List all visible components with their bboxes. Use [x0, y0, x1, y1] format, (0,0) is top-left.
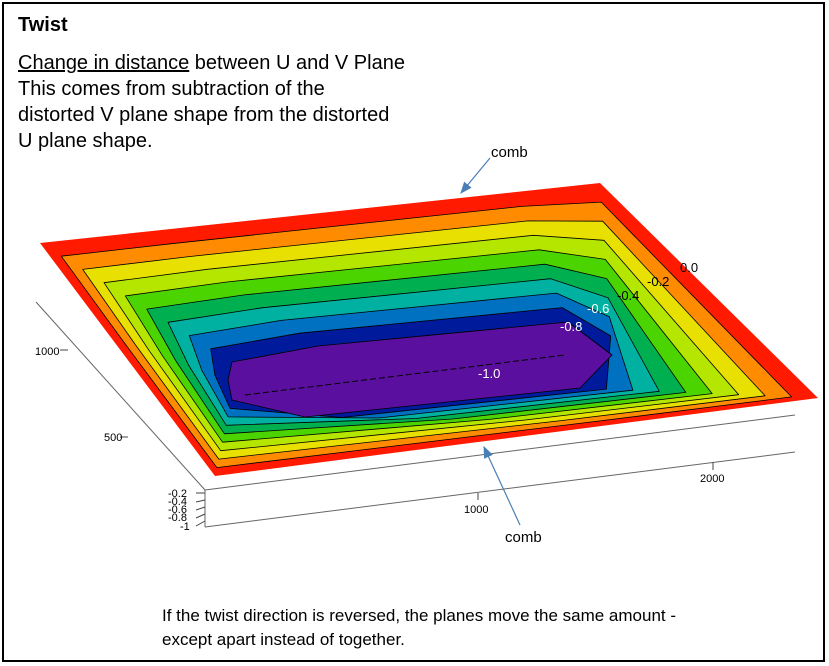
z-axis: -0.2 -0.4 -0.6 -0.8 -1: [168, 488, 206, 533]
contour-label-0: 0.0: [680, 260, 698, 275]
x-axis: 1000 2000: [464, 462, 724, 516]
y-axis: 1000 500: [35, 346, 128, 444]
contour-label-5: -1.0: [478, 366, 500, 381]
description-rest: between U and V Plane: [189, 52, 405, 74]
slide-title: Twist: [18, 14, 68, 36]
contour-label-1: -0.2: [647, 274, 669, 289]
description-line-1: Change in distance between U and V Plane: [18, 50, 448, 76]
description-line-4: U plane shape.: [18, 130, 153, 152]
description-line-2: This comes from subtraction of the: [18, 78, 325, 100]
comb-label-top: comb: [491, 144, 528, 161]
contour-band-9: [227, 321, 613, 418]
footer-line-2: except apart instead of together.: [162, 630, 405, 649]
x-tick-2000: 2000: [700, 473, 724, 485]
footer-text: If the twist direction is reversed, the …: [162, 604, 782, 652]
z-tick-0: -0.2: [168, 488, 187, 500]
footer-line-1: If the twist direction is reversed, the …: [162, 606, 677, 625]
comb-annotation-top: comb: [460, 144, 528, 194]
contour-label-4: -0.8: [560, 319, 582, 334]
axis-frame: [35, 301, 796, 528]
y-tick-1000: 1000: [35, 346, 59, 358]
z-tick-1: -0.4: [168, 496, 187, 508]
contour-labels: 0.0 -0.2 -0.4 -0.6 -0.8 -1.0: [478, 260, 698, 381]
description-line-3: distorted V plane shape from the distort…: [18, 104, 390, 126]
contour-bands: [40, 183, 818, 476]
z-tick-3: -0.8: [168, 512, 187, 524]
description-text: Change in distance between U and V Plane…: [18, 50, 448, 154]
z-tick-4: -1: [180, 521, 190, 533]
comb-label-bottom: comb: [505, 529, 542, 546]
z-tick-2: -0.6: [168, 504, 187, 516]
x-tick-1000: 1000: [464, 504, 488, 516]
contour-label-3: -0.6: [587, 301, 609, 316]
y-tick-500: 500: [104, 432, 122, 444]
description-underlined: Change in distance: [18, 52, 190, 74]
comb-annotation-bottom: comb: [483, 445, 542, 546]
contour-label-2: -0.4: [617, 288, 639, 303]
